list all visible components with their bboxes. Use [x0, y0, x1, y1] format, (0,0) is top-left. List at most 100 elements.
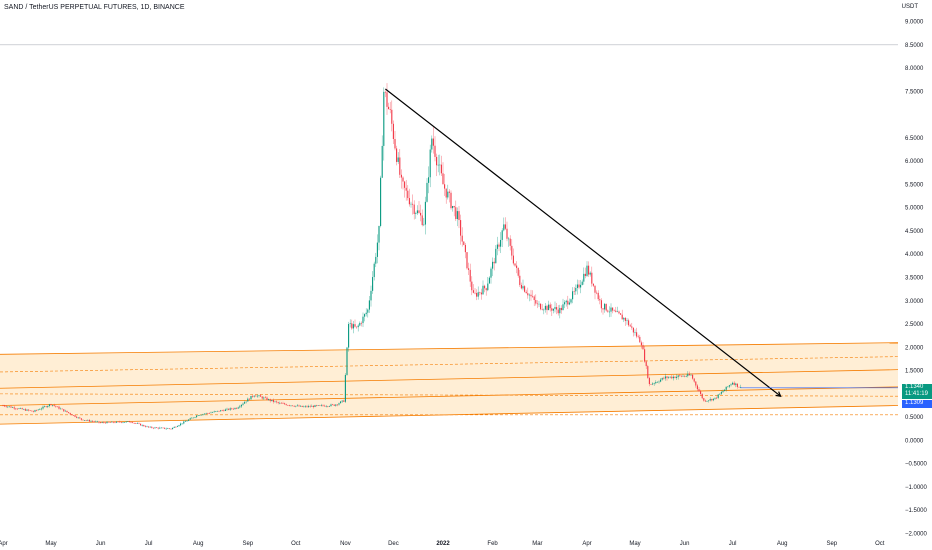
candle-body: [112, 421, 114, 423]
candle-body: [208, 413, 210, 414]
candle-body: [367, 309, 369, 313]
candle-body: [90, 421, 92, 422]
candle-body: [706, 400, 708, 402]
candle-body: [616, 311, 618, 313]
candle-body: [716, 397, 718, 399]
candle-body: [215, 411, 217, 412]
candle-body: [424, 201, 426, 225]
candle-body: [498, 244, 500, 247]
candle-body: [274, 401, 276, 403]
candle-body: [392, 123, 394, 140]
candle-body: [442, 173, 444, 185]
candle-body: [271, 399, 273, 401]
candle-body: [372, 277, 374, 291]
candle-body: [220, 410, 222, 412]
candle-body: [308, 406, 310, 407]
candle-body: [205, 413, 207, 414]
candle-body: [2, 405, 4, 407]
candle-body: [696, 385, 698, 390]
candle-body: [311, 405, 313, 407]
candle-body: [581, 281, 583, 285]
candle-body: [391, 109, 393, 124]
candle-body: [725, 386, 727, 390]
candle-body: [21, 408, 23, 410]
x-tick-label: Nov: [340, 541, 351, 547]
candle-body: [639, 336, 641, 343]
time-axis[interactable]: Apr May Jun Jul Aug Sep Oct Nov Dec 2022 Feb Mar Apr…: [0, 541, 885, 547]
candle-body: [693, 378, 695, 382]
candle-body: [488, 277, 490, 284]
bar-countdown: 11:41:19: [905, 390, 928, 397]
candle-body: [186, 420, 188, 422]
candle-body: [613, 310, 615, 312]
candle-body: [36, 410, 38, 411]
candle-body: [26, 409, 28, 411]
candle-body: [5, 406, 7, 407]
candle-body: [200, 414, 202, 416]
candle-body: [168, 428, 170, 430]
candle-body: [212, 412, 214, 413]
candle-body: [117, 421, 119, 423]
candle-body: [736, 383, 738, 387]
candle-body: [180, 423, 182, 426]
candle-body: [106, 421, 108, 424]
price-axis[interactable]: 9.0000 8.5000 8.0000 7.5000 6.5000 6.0000 5.50…: [0, 20, 928, 538]
candle-body: [82, 419, 84, 421]
candle-body: [237, 407, 239, 409]
candle-body: [381, 145, 383, 178]
candle-body: [580, 284, 582, 288]
candle-body: [644, 349, 646, 362]
y-tick-label: 7.5000: [905, 89, 924, 95]
candle-body: [576, 284, 578, 288]
candle-body: [583, 273, 585, 282]
candle-body: [661, 377, 663, 380]
channel-line: [0, 405, 899, 425]
candle-body: [685, 376, 687, 377]
candle-body: [373, 263, 375, 278]
candle-body: [408, 198, 410, 205]
candle-body: [709, 399, 711, 401]
candle-body: [55, 405, 57, 407]
candle-body: [344, 374, 346, 402]
candle-body: [516, 265, 518, 268]
trendline[interactable]: [385, 88, 781, 397]
secondary-price-value: 1.1309: [905, 399, 924, 406]
candle-body: [383, 91, 385, 146]
candle-body: [674, 376, 676, 378]
y-tick-label: 4.0000: [905, 252, 924, 258]
candle-body: [365, 312, 367, 315]
candle-body: [143, 425, 145, 427]
candle-body: [652, 383, 654, 385]
candle-body: [437, 164, 439, 166]
candle-body: [333, 404, 335, 406]
candle-body: [626, 320, 628, 321]
candle-body: [431, 138, 433, 150]
candle-body: [612, 307, 614, 311]
candle-body: [165, 428, 167, 430]
candle-body: [567, 300, 569, 305]
candle-body: [492, 261, 494, 269]
candle-body: [108, 421, 110, 423]
candle-body: [500, 239, 502, 247]
candle-body: [412, 203, 414, 205]
candle-body: [149, 426, 151, 428]
candle-body: [522, 286, 524, 289]
candle-body: [256, 395, 258, 397]
candle-body: [504, 224, 506, 229]
candle-body: [93, 421, 95, 423]
candle-body: [40, 408, 42, 410]
candle-body: [196, 415, 198, 418]
candle-body: [594, 285, 596, 293]
candle-body: [152, 427, 154, 429]
candle-body: [285, 404, 287, 406]
x-tick-label: Oct: [291, 541, 301, 547]
candle-body: [309, 406, 311, 407]
y-tick-label: 0.0000: [905, 438, 924, 444]
candle-body: [684, 375, 686, 377]
candle-body: [223, 410, 225, 412]
candle-body: [544, 305, 546, 310]
candle-body: [167, 428, 169, 430]
x-tick-label: Aug: [777, 541, 788, 547]
candle-body: [32, 411, 34, 412]
